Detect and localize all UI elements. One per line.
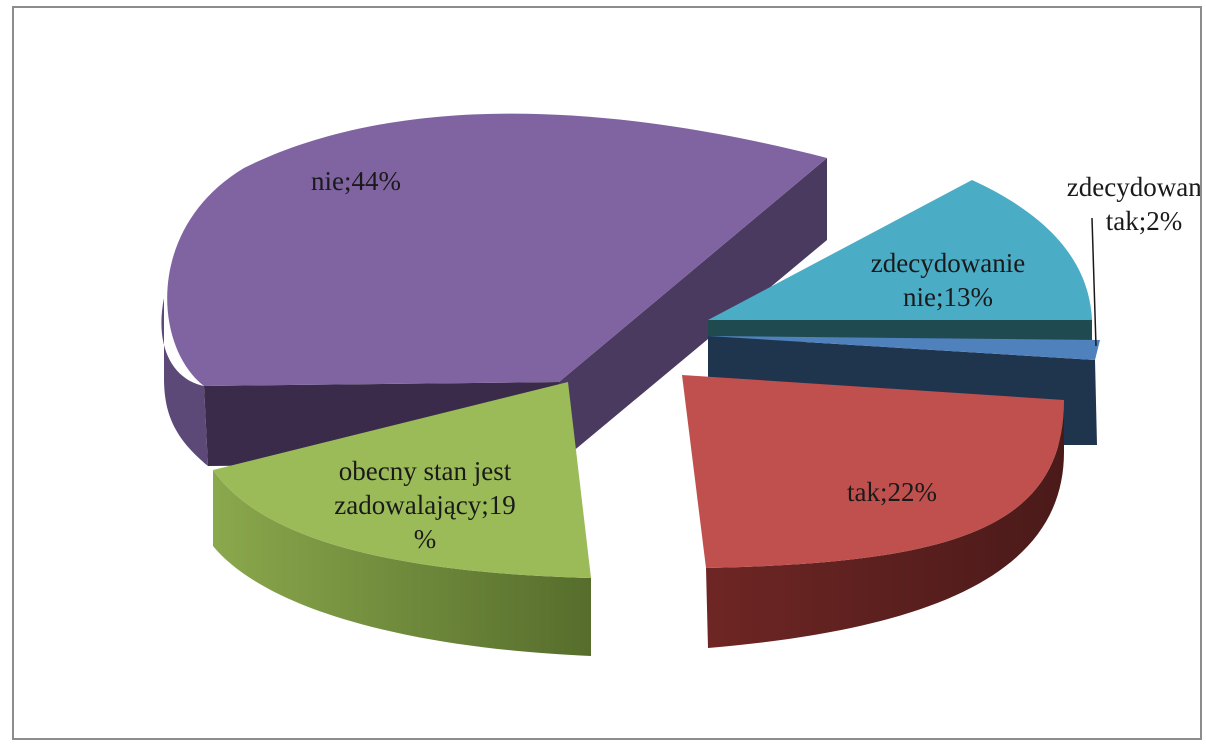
slice-label-line: obecny stan jest [339,456,512,486]
pie-slice-top-tak [682,375,1064,568]
slice-label-line: nie;44% [311,166,401,196]
slice-label-line: tak;2% [1106,206,1182,236]
pie-slice-obecny-stan-jest-zadowalajacy [213,382,591,656]
pie-slice-top-zdecydowanie-tak [708,336,1100,360]
pie-slice-top-nie [167,113,827,386]
pie-slice-top-zdecydowanie-nie [708,180,1092,320]
pie-slice-top-obecny-stan-jest-zadowalajacy [213,382,591,578]
slice-label-zdecydowanie-nie: zdecydowanie nie;13% [871,248,1025,312]
pie-slice-side-nie-0 [559,158,827,463]
pie-slice-zdecydowanie-nie [708,180,1092,342]
pie-slice-nie [161,113,827,466]
slice-label-tak: tak;22% [847,477,937,507]
pie-slice-side-nie-2 [161,298,208,466]
slice-label-line: zadowalający;19 [334,490,515,520]
slice-label-line: zdecydowanie [1067,172,1200,202]
leader-line-zdecydowanie-tak [1091,217,1097,347]
slice-label-line: zdecydowanie [871,248,1025,278]
slice-label-zdecydowanie-tak: zdecydowanie tak;2% [1067,172,1200,236]
chart-area: zdecydowanie tak;2% tak;22% obecny stan jes… [12,6,1202,740]
pie-slice-tak [682,375,1064,648]
slice-label-line: % [414,524,437,554]
pie-slice-side-obecny-stan-jest-zadowalajacy-0 [213,470,591,656]
pie-slice-side-zdecydowanie-nie-0 [708,320,1092,342]
slice-label-nie: nie;44% [311,166,401,196]
pie-chart: zdecydowanie tak;2% tak;22% obecny stan jes… [161,113,1200,656]
slice-label-obecny-stan-jest-zadowalajacy: obecny stan jest zadowalający;19% [334,456,515,554]
slice-label-line: tak;22% [847,477,937,507]
pie-slice-side-tak-0 [706,400,1064,648]
slice-label-line: nie;13% [903,282,993,312]
